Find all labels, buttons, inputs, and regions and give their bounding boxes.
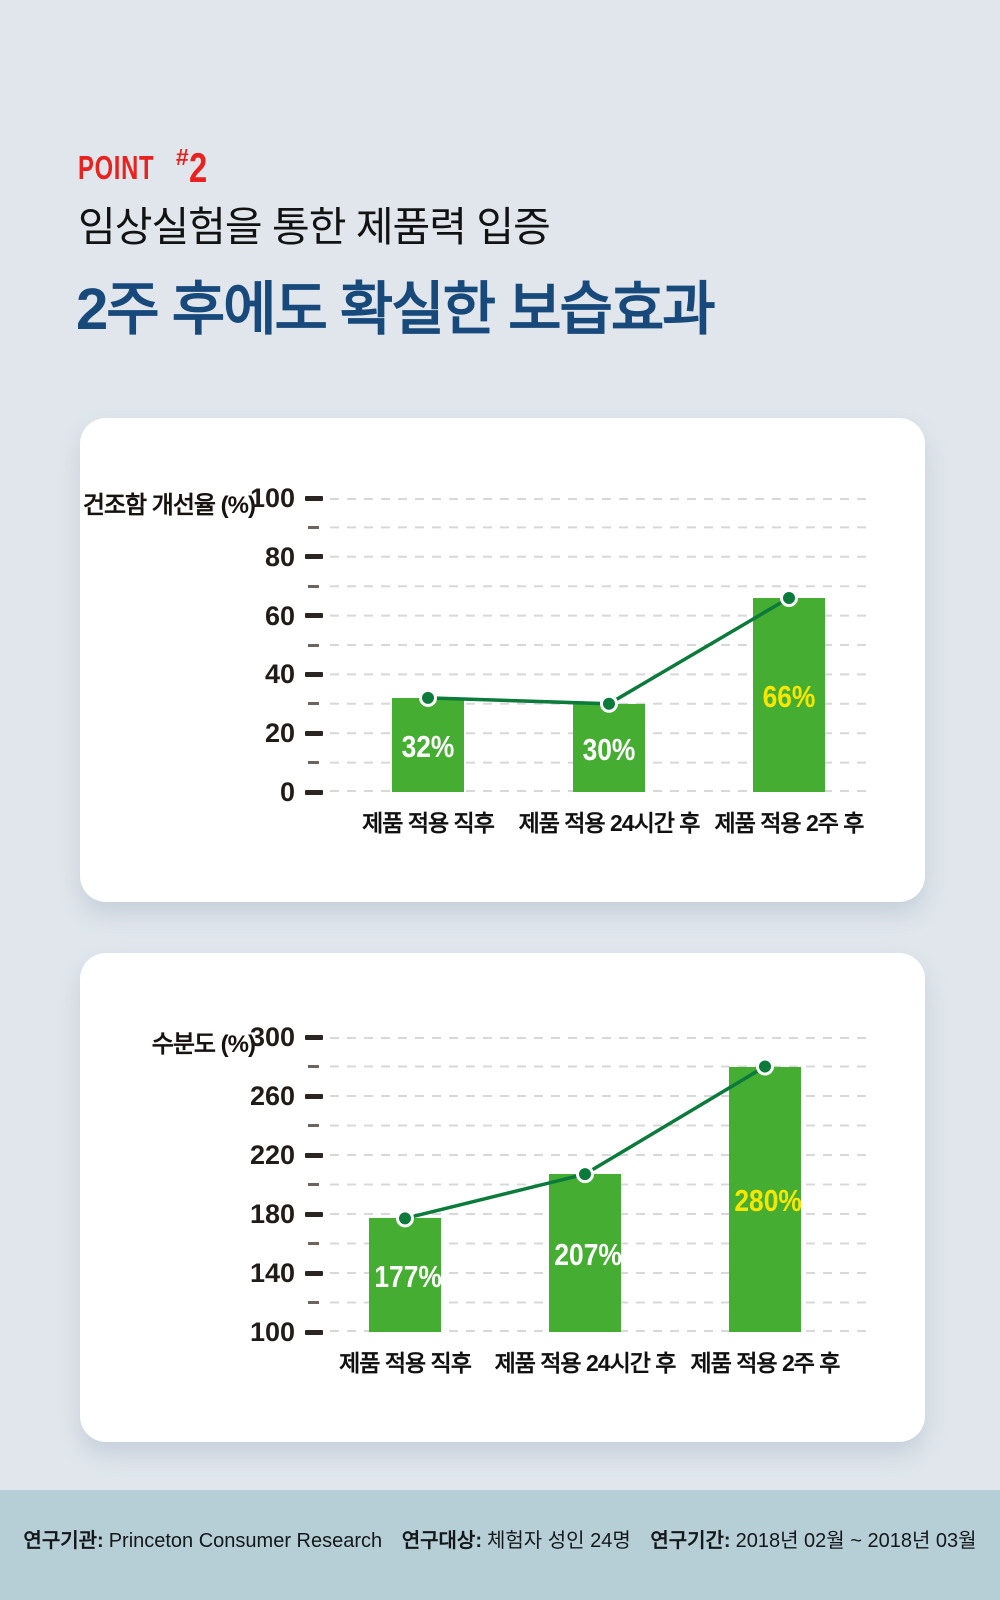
y-tick-minor bbox=[308, 525, 319, 529]
study-period-value: 2018년 02월 ~ 2018년 03월 bbox=[735, 1530, 977, 1552]
y-axis-title: 건조함 개선율 (%) bbox=[82, 492, 256, 519]
bar: 280% bbox=[729, 1066, 802, 1332]
data-point-marker bbox=[419, 688, 437, 707]
y-tick-major bbox=[305, 1329, 323, 1335]
subtitle: 임상실험을 통한 제품력 입증 bbox=[78, 204, 551, 250]
y-tick-minor bbox=[308, 1065, 319, 1068]
y-tick-major bbox=[305, 730, 323, 736]
y-axis-title: 수분도 (%) bbox=[151, 1031, 256, 1058]
y-tick-label: 260 bbox=[249, 1081, 295, 1111]
data-point-marker bbox=[756, 1057, 774, 1076]
bar-value-label: 66% bbox=[762, 678, 816, 714]
study-info-line: 연구기관: Princeton Consumer Research 연구대상: 체험… bbox=[0, 1524, 1000, 1553]
bar: 30% bbox=[573, 703, 645, 792]
y-tick-minor bbox=[308, 1124, 319, 1127]
y-tick-label: 0 bbox=[279, 777, 295, 807]
y-tick-label: 20 bbox=[264, 718, 295, 749]
y-tick-label: 140 bbox=[249, 1258, 295, 1288]
page-title: 2주 후에도 확실한 보습효과 bbox=[76, 277, 716, 342]
y-tick-major bbox=[305, 495, 323, 501]
bar: 32% bbox=[392, 697, 464, 792]
data-point-marker bbox=[600, 694, 618, 713]
bar-value-label: 177% bbox=[374, 1259, 442, 1295]
y-tick-major bbox=[305, 789, 323, 795]
y-tick-label: 100 bbox=[249, 483, 295, 513]
study-subjects-label: 연구대상: bbox=[401, 1530, 482, 1552]
data-point-marker bbox=[396, 1209, 414, 1228]
dryness-improvement-chart: 건조함 개선율 (%) 0 20 40 60 80 100 32% 제품 적용 직후 30% 제품 … bbox=[80, 418, 925, 902]
x-category-label: 제품 적용 24시간 후 bbox=[494, 1350, 677, 1376]
point-number: 2 bbox=[188, 144, 207, 191]
y-tick-major bbox=[305, 613, 323, 619]
x-category-label: 제품 적용 24시간 후 bbox=[518, 810, 701, 836]
bar-value-label: 30% bbox=[582, 731, 636, 767]
trend-line bbox=[427, 596, 790, 706]
chart-card-dryness: 건조함 개선율 (%) 0 20 40 60 80 100 32% 제품 적용 직후 30% 제품 … bbox=[80, 418, 925, 902]
y-tick-label: 220 bbox=[249, 1140, 295, 1170]
bar-value-label: 32% bbox=[401, 728, 455, 764]
y-tick-major bbox=[305, 671, 323, 677]
study-org-label: 연구기관: bbox=[23, 1530, 104, 1552]
study-subjects-value: 체험자 성인 24명 bbox=[486, 1530, 631, 1552]
y-tick-minor bbox=[308, 643, 319, 647]
y-tick-minor bbox=[308, 1183, 319, 1186]
study-org: 연구기관: Princeton Consumer Research bbox=[23, 1530, 382, 1552]
y-tick-major bbox=[305, 1152, 323, 1158]
bar-value-label: 207% bbox=[554, 1237, 622, 1273]
footer-band: 연구기관: Princeton Consumer Research 연구대상: 체험… bbox=[0, 1490, 1000, 1600]
bar-value-label: 280% bbox=[734, 1183, 802, 1219]
y-tick-label: 40 bbox=[264, 659, 295, 690]
point-badge: POINT #2 bbox=[78, 144, 212, 192]
y-tick-minor bbox=[308, 1301, 319, 1304]
data-point-marker bbox=[780, 588, 798, 607]
bar: 66% bbox=[753, 597, 825, 792]
y-tick-minor bbox=[308, 584, 319, 588]
y-tick-label: 60 bbox=[264, 600, 295, 631]
y-tick-label: 300 bbox=[249, 1022, 295, 1052]
y-tick-minor bbox=[308, 1242, 319, 1245]
y-tick-label: 180 bbox=[249, 1199, 295, 1229]
x-category-label: 제품 적용 2주 후 bbox=[714, 810, 865, 836]
y-tick-minor bbox=[308, 702, 319, 706]
bar: 207% bbox=[549, 1174, 622, 1332]
y-tick-major bbox=[305, 554, 323, 560]
bar: 177% bbox=[369, 1218, 442, 1332]
y-tick-label: 100 bbox=[249, 1317, 295, 1347]
trend-line-svg bbox=[419, 588, 798, 713]
trend-line-svg bbox=[396, 1057, 774, 1228]
y-tick-major bbox=[305, 1211, 323, 1217]
trend-line bbox=[404, 1064, 766, 1221]
point-label: POINT bbox=[78, 149, 155, 186]
x-category-label: 제품 적용 2주 후 bbox=[690, 1350, 841, 1376]
x-category-label: 제품 적용 직후 bbox=[339, 1350, 472, 1376]
study-period-label: 연구기간: bbox=[650, 1530, 731, 1552]
y-tick-major bbox=[305, 1093, 323, 1099]
moisture-level-chart: 수분도 (%) 100 140 180 220 260 300 177% 제품 적용 직후 207… bbox=[80, 953, 925, 1442]
y-tick-label: 80 bbox=[264, 541, 295, 572]
y-tick-major bbox=[305, 1034, 323, 1040]
chart-card-moisture: 수분도 (%) 100 140 180 220 260 300 177% 제품 적용 직후 207… bbox=[80, 953, 925, 1442]
y-tick-major bbox=[305, 1270, 323, 1276]
study-period: 연구기간: 2018년 02월 ~ 2018년 03월 bbox=[650, 1530, 976, 1552]
study-org-value: Princeton Consumer Research bbox=[108, 1530, 383, 1552]
study-subjects: 연구대상: 체험자 성인 24명 bbox=[402, 1530, 631, 1552]
x-category-label: 제품 적용 직후 bbox=[362, 810, 495, 836]
point-hash: # bbox=[175, 144, 189, 170]
y-tick-minor bbox=[308, 761, 319, 765]
data-point-marker bbox=[576, 1165, 594, 1184]
